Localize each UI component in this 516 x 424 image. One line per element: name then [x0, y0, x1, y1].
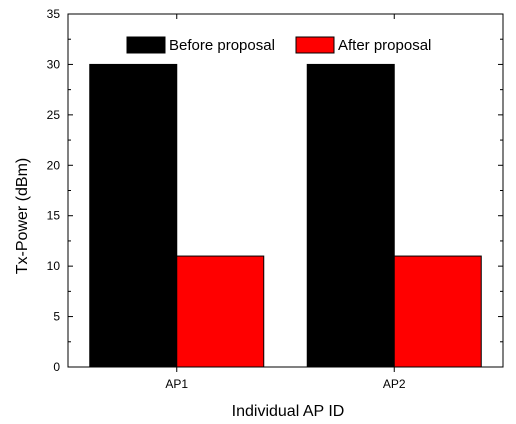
x-tick-label-ap2: AP2 — [383, 377, 406, 391]
y-tick-label: 5 — [53, 310, 60, 324]
bar-ap2-series-1 — [306, 63, 395, 368]
y-tick-label: 35 — [47, 7, 61, 21]
legend-label-series-2: After proposal — [338, 37, 431, 54]
legend-swatch-series-1 — [126, 36, 166, 54]
y-tick-label: 10 — [47, 259, 61, 273]
bar-ap1-series-1 — [89, 63, 178, 368]
bar-ap2-series-2 — [393, 255, 482, 368]
axis-ticks: 0 5 10 15 20 25 30 35 AP1 AP2 — [47, 7, 503, 391]
legend: Before proposal After proposal — [126, 36, 431, 54]
y-tick-label: 0 — [53, 360, 60, 374]
y-tick-label: 30 — [47, 57, 61, 71]
y-tick-label: 15 — [47, 209, 61, 223]
x-tick-label-ap1: AP1 — [165, 377, 188, 391]
bar-ap1-series-2 — [176, 255, 265, 368]
legend-label-series-1: Before proposal — [169, 37, 275, 54]
x-axis-label: Individual AP ID — [232, 403, 345, 420]
y-tick-label: 20 — [47, 158, 61, 172]
legend-swatch-series-2 — [295, 36, 335, 54]
y-axis-label: Tx-Power (dBm) — [14, 158, 31, 274]
bars-group — [89, 63, 482, 368]
y-tick-label: 25 — [47, 108, 61, 122]
